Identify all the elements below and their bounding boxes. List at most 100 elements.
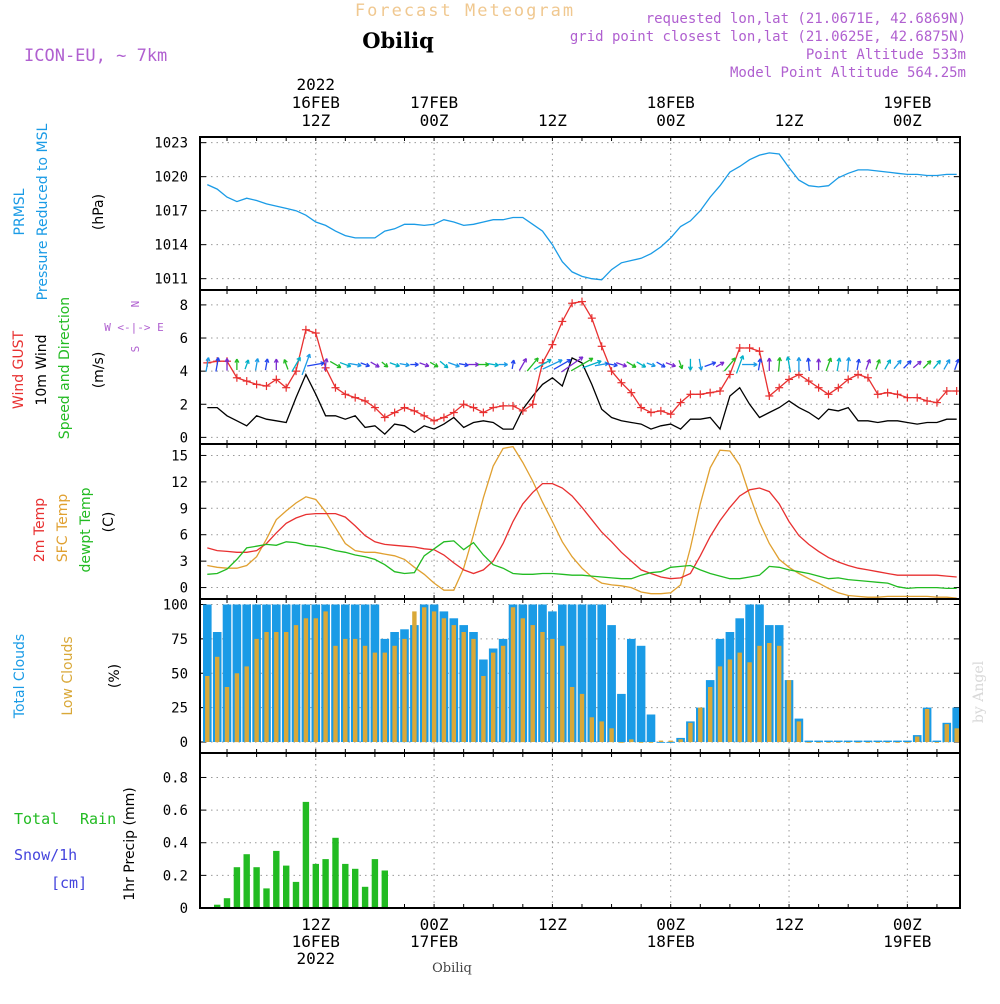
pressure-line [207,153,956,280]
low-cloud-bar [856,742,860,743]
wind-tick-label: 6 [180,331,188,347]
total-cloud-bar [933,741,942,742]
low-cloud-bar [254,639,258,742]
top-time-label: 12Z [301,111,330,130]
wind-direction-arrow [527,358,538,371]
pressure-frame [200,137,960,290]
gust-marker [736,344,744,352]
bottom-time-label: 2022 [296,949,335,968]
rain-bar [234,867,240,908]
gust-marker [420,412,428,420]
low-cloud-bar [876,742,880,743]
wind-direction-arrow [778,357,782,371]
low-cloud-bar [392,646,396,742]
wind-direction-arrow [440,361,448,368]
arrow-head [284,360,285,364]
gust-marker [440,414,448,422]
wind-direction-arrow [274,359,278,370]
temp-tick-label: 6 [180,528,188,544]
rain-bar [224,898,230,908]
wind-direction-arrow [876,360,880,370]
gust-marker [400,404,408,412]
gust-marker [805,377,813,385]
precip-tick-label: 0.6 [163,803,188,819]
temp-tick-label: 0 [180,581,188,597]
wind-frame [200,290,960,444]
wind-direction-arrow [583,361,602,368]
top-time-label: 2022 [296,75,335,94]
compass-west-east: W <-|-> E [104,321,164,334]
total-cloud-bar [834,741,843,742]
arrow-head [712,362,716,363]
low-cloud-bar [649,742,653,743]
low-cloud-bar [383,653,387,742]
pressure-label-2: Pressure Reduced to MSL [35,123,51,300]
low-cloud-bar [314,618,318,742]
low-cloud-bar [738,653,742,742]
top-time-label: 12Z [538,111,567,130]
dewpt-label: dewpt Temp [78,487,94,572]
wind-tick-label: 2 [180,397,188,413]
rain-bar [293,882,299,908]
total-cloud-bar [874,741,883,742]
wind-direction-arrow [807,358,811,371]
precip-tick-label: 0.8 [163,770,188,786]
gust-marker [578,298,586,306]
gust-marker [410,407,418,415]
gust-marker [568,299,576,307]
watermark: by Angel [971,660,987,723]
total-cloud-bar [637,646,646,742]
arrow-head [786,357,787,361]
wind-direction-arrow [666,363,676,367]
gust-marker [331,384,339,392]
low-cloud-bar [935,742,939,743]
gust-marker [509,402,517,410]
low-clouds-label: Low Clouds [60,636,76,715]
low-cloud-bar [491,653,495,742]
gust-marker [479,409,487,417]
wind-direction-arrow [786,357,790,373]
model-label: ICON-EU, ~ 7km [24,46,167,66]
low-cloud-bar [708,687,712,742]
low-cloud-bar [767,643,771,742]
low-cloud-bar [540,632,544,742]
low-cloud-bar [678,739,682,742]
total-cloud-bar [903,741,912,742]
bottom-time-label: 19FEB [883,932,931,951]
wind-direction-arrow [955,359,960,370]
wind-direction-arrow [499,363,508,367]
gust-marker [696,390,704,398]
rain-bar [244,854,250,908]
gust-marker [884,389,892,397]
low-cloud-bar [452,625,456,742]
total-cloud-bar [814,741,823,742]
wind-direction-arrow [349,363,361,367]
wind-label: 10m Wind [34,334,50,405]
wind-direction-arrow [265,359,269,370]
clouds-tick-label: 25 [171,701,188,717]
product-title: Forecast Meteogram [355,1,575,21]
rain-label-2: Rain [80,810,116,828]
wind-direction-arrow [885,360,891,370]
point-altitude: Point Altitude 533m [806,47,966,63]
total-cloud-bar [864,741,873,742]
wind-direction-arrow [448,362,459,367]
low-cloud-bar [639,742,643,743]
arrow-head [701,366,702,370]
gust-marker [903,394,911,402]
low-cloud-bar [225,687,229,742]
gust-marker [351,394,359,402]
rain-bar [283,866,289,908]
low-cloud-bar [373,653,377,742]
gust-marker [913,394,921,402]
snow-label: Snow/1h [14,846,77,864]
total-cloud-bar [824,741,833,742]
low-cloud-bar [885,742,889,743]
gust-marker [558,317,566,325]
temp-tick-label: 3 [180,554,188,570]
low-cloud-bar [432,611,436,742]
low-cloud-bar [669,741,673,742]
total-cloud-bar [893,741,902,742]
